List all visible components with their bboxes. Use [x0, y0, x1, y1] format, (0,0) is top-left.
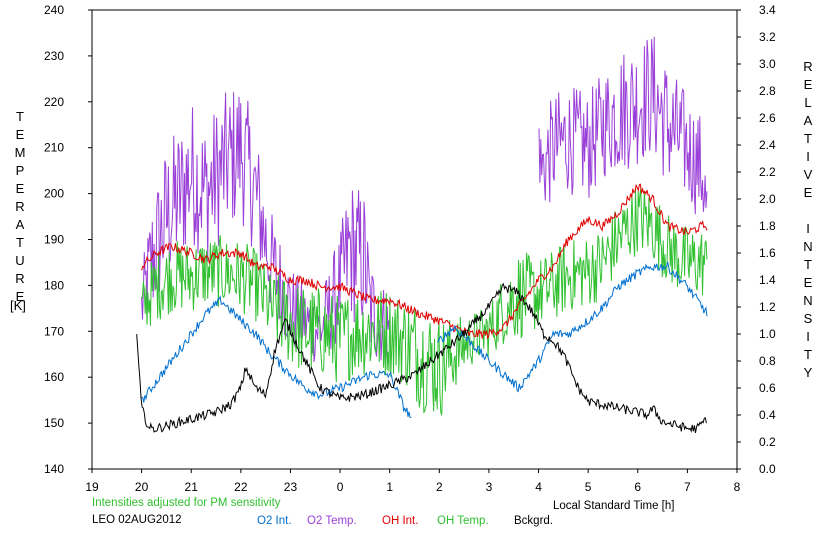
legend-oh-temp: OH Temp. [437, 515, 489, 527]
x-tick-label: 2 [436, 480, 443, 494]
y-left-tick-label: 190 [44, 233, 64, 247]
x-tick-label: 5 [585, 480, 592, 494]
x-tick-label: 19 [85, 480, 99, 494]
x-tick-label: 23 [284, 480, 298, 494]
x-tick-label: 22 [234, 480, 248, 494]
y-left-tick-label: 230 [44, 49, 64, 63]
y-right-tick-label: 1.2 [759, 300, 776, 314]
y-right-tick-label: 3.4 [759, 3, 776, 17]
x-tick-label: 1 [386, 480, 393, 494]
y-left-tick-label: 200 [44, 187, 64, 201]
x-tick-label: 8 [734, 480, 741, 494]
y-right-tick-label: 0.2 [759, 435, 776, 449]
y-right-tick-label: 2.2 [759, 165, 776, 179]
station-label: LEO 02AUG2012 [92, 514, 182, 526]
x-axis-label: Local Standard Time [h] [553, 500, 675, 512]
legend-o2-int: O2 Int. [257, 515, 292, 527]
y-right-tick-label: 2.4 [759, 138, 776, 152]
series-o2-temp [141, 36, 708, 364]
y-right-tick-label: 3.0 [759, 57, 776, 71]
y-right-tick-label: 1.0 [759, 327, 776, 341]
series-bckgrd [136, 282, 707, 433]
plot-frame [91, 9, 738, 470]
y-right-tick-label: 3.2 [759, 30, 776, 44]
y-left-tick-label: 210 [44, 141, 64, 155]
y-right-tick-label: 1.8 [759, 219, 776, 233]
x-tick-label: 21 [185, 480, 199, 494]
y-left-tick-label: 240 [44, 3, 64, 17]
y-right-tick-label: 1.6 [759, 246, 776, 260]
note-text: Intensities adjusted for PM sensitivity [92, 497, 281, 509]
legend-o2-temp: O2 Temp. [307, 515, 357, 527]
x-tick-label: 3 [486, 480, 493, 494]
y-left-tick-label: 150 [44, 416, 64, 430]
y-right-tick-label: 0.0 [759, 462, 776, 476]
series-o2-int [141, 261, 708, 418]
legend-bckgrd: Bckgrd. [514, 515, 553, 527]
y-right-tick-label: 2.6 [759, 111, 776, 125]
y-right-tick-label: 0.4 [759, 408, 776, 422]
x-tick-label: 4 [535, 480, 542, 494]
y-right-tick-label: 0.8 [759, 354, 776, 368]
y-right-tick-label: 2.8 [759, 84, 776, 98]
y-right-tick-label: 0.6 [759, 381, 776, 395]
y-left-tick-label: 140 [44, 462, 64, 476]
x-tick-label: 0 [337, 480, 344, 494]
y-left-tick-label: 220 [44, 95, 64, 109]
y-left-tick-label: 160 [44, 370, 64, 384]
y-right-tick-label: 2.0 [759, 192, 776, 206]
series-oh-temp [141, 187, 708, 416]
x-tick-label: 7 [684, 480, 691, 494]
y-right-tick-label: 1.4 [759, 273, 776, 287]
y-left-tick-label: 180 [44, 278, 64, 292]
x-tick-label: 6 [634, 480, 641, 494]
y-axis-left-unit: [K] [10, 298, 26, 313]
legend-oh-int: OH Int. [382, 515, 419, 527]
x-tick-label: 20 [135, 480, 149, 494]
y-left-tick-label: 170 [44, 324, 64, 338]
series-oh-int [141, 183, 708, 340]
